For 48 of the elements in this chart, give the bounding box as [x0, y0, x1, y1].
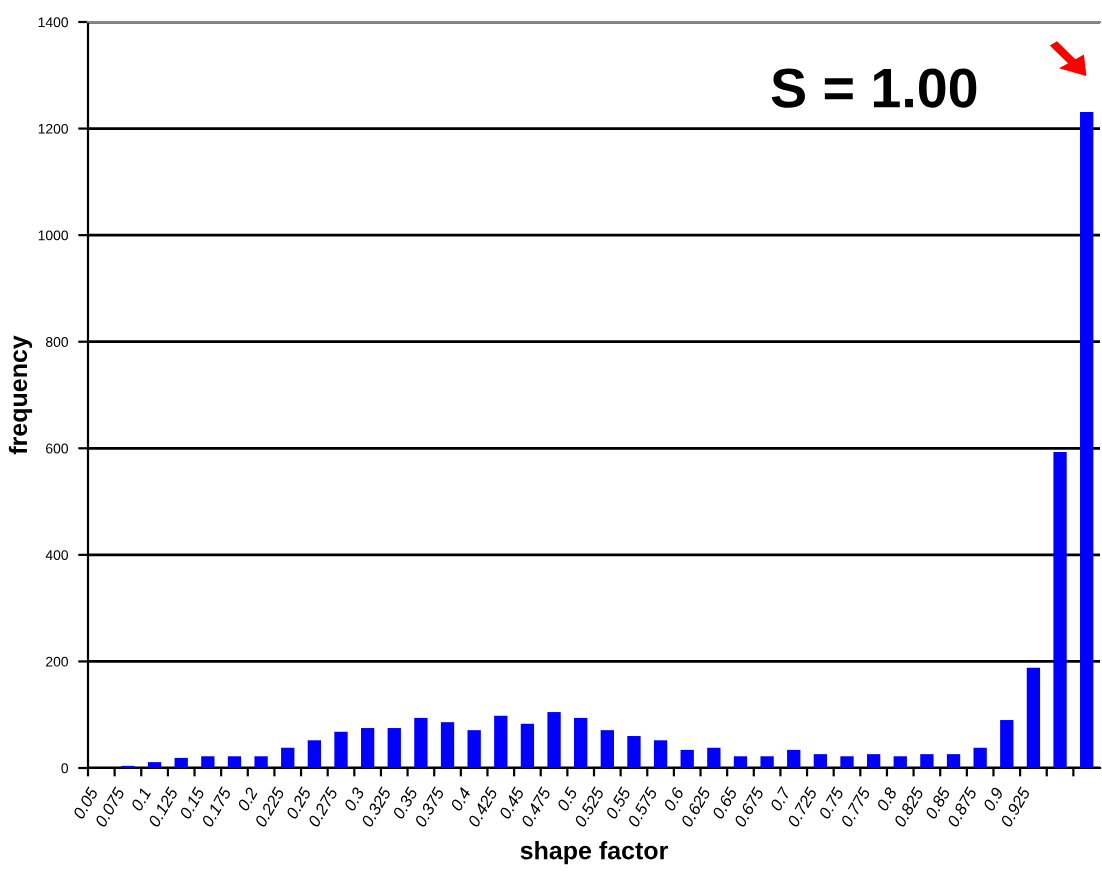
x-tick-label: 0.1: [130, 787, 152, 812]
bar: [920, 754, 934, 768]
bar: [414, 717, 428, 768]
bar: [201, 756, 215, 768]
bar: [281, 747, 295, 768]
bar: [174, 757, 188, 768]
bar: [1026, 667, 1041, 768]
bar: [574, 717, 588, 768]
bar: [227, 756, 242, 768]
bar: [840, 756, 854, 768]
bar: [653, 740, 668, 768]
x-axis-title: shape factor: [520, 841, 668, 865]
x-tick-label: 0.2: [236, 786, 259, 812]
annotation: S = 1.00: [771, 68, 977, 108]
bar: [520, 723, 535, 768]
bar: [387, 728, 401, 768]
x-tick-label: 0.4: [450, 786, 472, 812]
bar: [1080, 112, 1094, 768]
bar: [360, 728, 375, 768]
bar: [893, 756, 907, 768]
bar: [307, 740, 322, 768]
bar: [866, 754, 881, 768]
x-tick-label: 0.6: [663, 786, 685, 812]
bar: [760, 756, 774, 768]
bar: [440, 722, 455, 768]
bar: [787, 749, 801, 768]
x-tick-label: 0.5: [556, 786, 578, 812]
bar: [254, 756, 268, 768]
bar: [547, 712, 561, 768]
bar: [707, 747, 721, 768]
bar: [467, 730, 481, 768]
bar: [813, 754, 828, 768]
y-axis-title: frequency: [8, 335, 33, 455]
x-tick-label: 0.9: [982, 786, 1004, 812]
x-tick-label: 0.3: [343, 786, 365, 812]
x-tick-label: 0.7: [769, 785, 792, 812]
bar: [946, 754, 961, 768]
bar: [147, 762, 162, 768]
bar: [600, 730, 614, 768]
bar: [680, 749, 694, 768]
x-tick-label: 0.8: [876, 786, 898, 812]
bar: [973, 747, 987, 768]
bar: [627, 736, 641, 768]
bar: [733, 756, 748, 768]
bar: [1053, 452, 1067, 768]
bar: [494, 715, 508, 768]
bar: [334, 731, 348, 768]
bar: [1000, 720, 1014, 768]
